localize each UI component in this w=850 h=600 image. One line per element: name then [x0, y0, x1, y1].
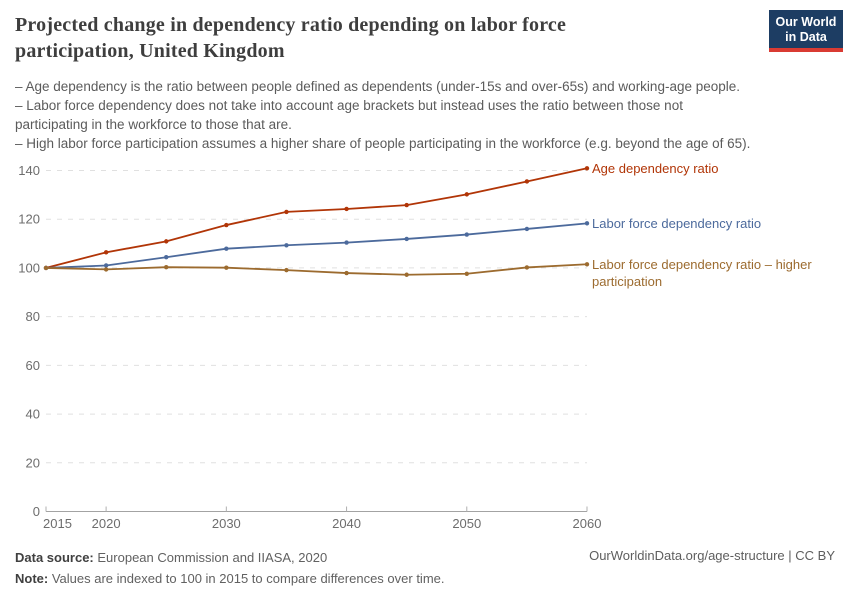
x-tick-label-2050: 2050 — [452, 516, 481, 531]
data-point-labor-force-dependency-ratio-higher-participation-2020 — [103, 267, 109, 272]
data-point-age-dependency-ratio-2040 — [344, 206, 349, 212]
x-tick-label-2030: 2030 — [212, 516, 241, 531]
data-point-labor-force-dependency-ratio-2055 — [524, 226, 530, 232]
data-point-labor-force-dependency-ratio-2025 — [164, 255, 169, 260]
data-point-labor-force-dependency-ratio-higher-participation-2040 — [344, 270, 349, 276]
chart-line-labor-force-dependency-ratio-higher-participation — [45, 263, 588, 276]
x-tick-label-2060: 2060 — [573, 516, 602, 531]
data-point-age-dependency-ratio-2020 — [103, 250, 109, 255]
x-tick-label-2040: 2040 — [332, 516, 361, 531]
legend-labor-force-dependency-ratio-higher-participation: Labor force dependency ratio – higher pa… — [592, 257, 812, 290]
chart-footer: Data source: European Commission and IIA… — [15, 547, 445, 589]
note-text: Values are indexed to 100 in 2015 to com… — [51, 571, 445, 586]
x-tick-label-2015: 2015 — [43, 516, 72, 531]
chart-title: Projected change in dependency ratio dep… — [15, 14, 567, 62]
subtitle-line-4: – High labor force participation assumes… — [15, 136, 751, 151]
note-label: Note: — [15, 571, 49, 586]
data-point-age-dependency-ratio-2035 — [284, 209, 289, 215]
credit-link[interactable]: OurWorldinData.org/age-structure | CC BY — [589, 548, 835, 563]
data-source-text: European Commission and IIASA, 2020 — [97, 550, 328, 565]
owid-logo-line2: in Data — [785, 30, 827, 44]
chart-line-age-dependency-ratio — [45, 167, 588, 269]
legend-labor-force-dependency-ratio: Labor force dependency ratio — [592, 216, 762, 232]
chart-subtitle: – Age dependency is the ratio between pe… — [15, 77, 750, 153]
y-tick-label-60: 60 — [26, 358, 40, 373]
y-tick-label-40: 40 — [26, 407, 40, 422]
data-point-labor-force-dependency-ratio-2050 — [464, 232, 469, 237]
y-tick-label-140: 140 — [18, 163, 40, 178]
data-point-age-dependency-ratio-2025 — [164, 239, 169, 244]
data-source-line: Data source: European Commission and IIA… — [15, 547, 445, 568]
data-point-age-dependency-ratio-2045 — [404, 202, 409, 208]
note-line: Note: Values are indexed to 100 in 2015 … — [15, 568, 445, 589]
owid-logo-line1: Our World — [775, 15, 837, 29]
y-tick-label-0: 0 — [33, 504, 40, 519]
owid-logo-text: Our World in Data — [769, 10, 843, 48]
data-point-labor-force-dependency-ratio-2030 — [224, 246, 229, 251]
y-tick-label-100: 100 — [18, 260, 40, 275]
data-source-label: Data source: — [15, 550, 94, 565]
owid-logo: Our World in Data — [769, 10, 843, 52]
data-point-labor-force-dependency-ratio-higher-participation-2050 — [464, 271, 469, 276]
data-point-age-dependency-ratio-2030 — [224, 222, 229, 228]
data-point-labor-force-dependency-ratio-higher-participation-2060 — [584, 262, 590, 267]
data-point-labor-force-dependency-ratio-higher-participation-2030 — [224, 265, 229, 270]
data-point-labor-force-dependency-ratio-2060 — [584, 221, 590, 226]
data-point-labor-force-dependency-ratio-higher-participation-2015 — [43, 265, 49, 271]
subtitle-line-3: participating in the workforce to those … — [15, 117, 292, 132]
data-point-age-dependency-ratio-2050 — [464, 192, 469, 197]
y-tick-label-80: 80 — [26, 309, 40, 324]
owid-logo-stripe — [769, 48, 843, 52]
x-tick-label-2020: 2020 — [92, 516, 121, 531]
data-point-labor-force-dependency-ratio-higher-participation-2025 — [164, 264, 169, 270]
data-point-age-dependency-ratio-2055 — [524, 179, 530, 184]
data-point-labor-force-dependency-ratio-2040 — [344, 240, 349, 245]
data-point-labor-force-dependency-ratio-2020 — [103, 263, 109, 268]
y-tick-label-20: 20 — [26, 455, 40, 470]
subtitle-line-2: – Labor force dependency does not take i… — [15, 98, 683, 113]
data-point-labor-force-dependency-ratio-higher-participation-2045 — [404, 272, 409, 277]
y-tick-label-120: 120 — [18, 212, 40, 227]
data-point-labor-force-dependency-ratio-2035 — [284, 243, 289, 248]
data-point-labor-force-dependency-ratio-higher-participation-2035 — [284, 267, 289, 273]
data-point-labor-force-dependency-ratio-higher-participation-2055 — [524, 265, 530, 270]
data-point-age-dependency-ratio-2060 — [584, 166, 590, 171]
subtitle-line-1: – Age dependency is the ratio between pe… — [15, 79, 741, 94]
data-point-labor-force-dependency-ratio-2045 — [404, 236, 409, 242]
chart-line-labor-force-dependency-ratio — [45, 222, 588, 269]
legend-age-dependency-ratio: Age dependency ratio — [592, 161, 719, 177]
